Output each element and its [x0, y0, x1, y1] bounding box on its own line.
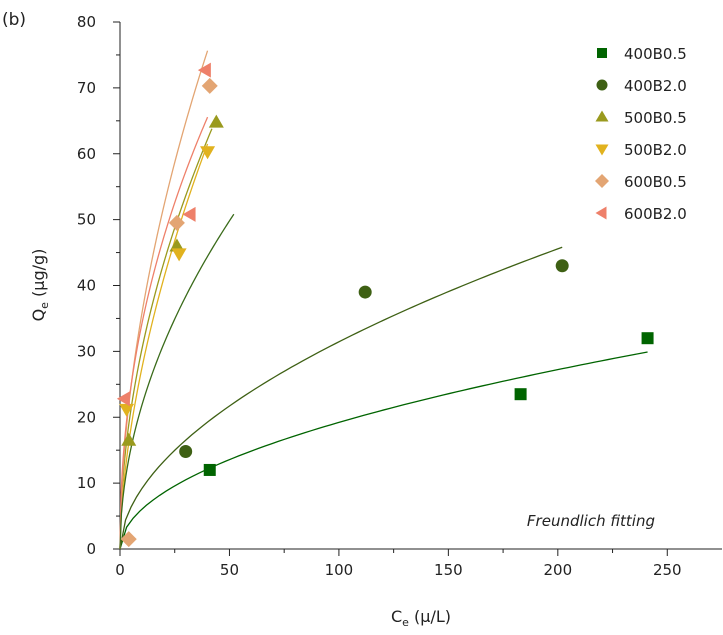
x-ticks: 0 50 100 150 200 250 [115, 549, 682, 579]
data-point-400b0.5 [203, 463, 216, 476]
data-point-600b0.5 [120, 531, 137, 548]
legend-marker-400b2.0 [596, 79, 608, 91]
legend-label-600b0.5: 600B0.5 [624, 173, 687, 191]
data-point-400b0.5 [641, 332, 654, 345]
data-point-600b2.0 [116, 391, 130, 407]
legend-label-400b0.5: 400B0.5 [624, 45, 687, 63]
y-tick-label: 60 [77, 145, 96, 163]
fit-curve-500b0.5 [119, 128, 213, 550]
legend-label-400b2.0: 400B2.0 [624, 77, 687, 95]
legend-marker-400b0.5 [597, 48, 607, 58]
data-point-500b2.0 [171, 248, 187, 262]
y-tick-label: 40 [77, 277, 96, 295]
data-point-500b0.5 [208, 114, 224, 128]
y-tick-label: 10 [77, 474, 96, 492]
legend: 400B0.5 400B2.0 500B0.5 500B2.0 600B0.5 600B2… [595, 45, 687, 223]
legend-label-500b2.0: 500B2.0 [624, 141, 687, 159]
panel-label: (b) [2, 10, 27, 30]
data-point-500b0.5 [121, 432, 137, 446]
data-point-600b2.0 [182, 206, 196, 222]
x-tick-label: 100 [325, 561, 354, 579]
legend-marker-500b2.0 [595, 144, 609, 156]
fit-curve-400b2.0 [119, 246, 563, 550]
x-tick-label: 250 [653, 561, 682, 579]
legend-marker-600b0.5 [595, 174, 609, 188]
data-point-600b0.5 [168, 214, 185, 231]
y-tick-label: 30 [77, 342, 96, 360]
fit-curve-extra [119, 213, 235, 550]
x-tick-label: 200 [543, 561, 572, 579]
fit-annotation: Freundlich fitting [527, 512, 655, 530]
fit-curves [119, 50, 648, 550]
y-tick-label: 50 [77, 211, 96, 229]
data-point-400b0.5 [514, 388, 527, 401]
data-points [116, 62, 654, 548]
x-axis-title: Ce (μ/L) [391, 607, 451, 629]
data-point-600b0.5 [201, 77, 218, 94]
data-point-400b2.0 [179, 445, 193, 459]
legend-marker-500b0.5 [595, 110, 609, 122]
data-point-600b2.0 [197, 62, 211, 78]
y-tick-label: 20 [77, 408, 96, 426]
x-tick-label: 50 [220, 561, 239, 579]
x-tick-label: 0 [115, 561, 125, 579]
data-point-500b0.5 [169, 238, 185, 252]
data-point-500b2.0 [119, 403, 135, 417]
y-ticks: 0 10 20 30 40 50 60 70 80 [77, 13, 120, 558]
y-tick-label: 80 [77, 13, 96, 31]
data-point-500b2.0 [200, 146, 216, 160]
fit-curve-600b2.0 [119, 116, 209, 550]
data-point-400b2.0 [358, 285, 372, 299]
legend-label-500b0.5: 500B0.5 [624, 109, 687, 127]
fit-curve-600b0.5 [119, 50, 209, 550]
y-tick-label: 70 [77, 79, 96, 97]
x-tick-label: 150 [434, 561, 463, 579]
y-axis-title: Qe (μg/g) [29, 249, 51, 322]
y-tick-label: 0 [86, 540, 96, 558]
legend-label-600b2.0: 600B2.0 [624, 205, 687, 223]
fit-curve-500b2.0 [119, 143, 209, 550]
legend-marker-600b2.0 [595, 206, 607, 220]
data-point-400b2.0 [555, 259, 569, 273]
